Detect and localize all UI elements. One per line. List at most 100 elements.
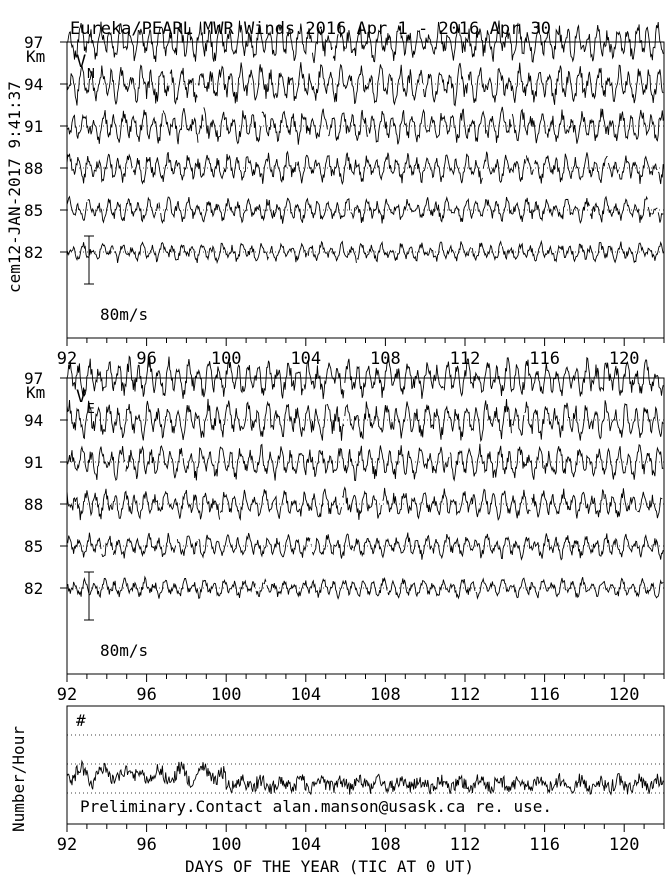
ve-traces — [66, 355, 664, 600]
ve-scale-bar — [84, 571, 94, 621]
vn-panel-label: V — [76, 52, 86, 72]
ve-trace-85km-seg12 — [445, 533, 664, 561]
ve-trace-88km-seg6 — [531, 488, 605, 519]
vn-altitude-label-91: 91 — [24, 117, 43, 136]
vn-tick-label-100: 100 — [211, 349, 242, 369]
ve-trace-91km-seg4 — [449, 443, 545, 482]
vn-trace-94km-seg0 — [66, 64, 170, 106]
ve-km-label: Km — [26, 383, 45, 402]
ve-trace-94km-seg1 — [326, 403, 345, 441]
count-tick-label-100: 100 — [211, 835, 242, 855]
vn-tick-label-116: 116 — [529, 349, 560, 369]
vn-trace-85km-seg14 — [657, 212, 664, 223]
vn-trace-88km-seg0 — [66, 153, 133, 184]
vn-trace-94km-seg2 — [197, 62, 390, 104]
ve-altitude-label-94: 94 — [24, 411, 43, 430]
ve-altitude-label-85: 85 — [24, 537, 43, 556]
count-x-axis: 92 96 100 104 108 112 116 120 — [57, 823, 665, 855]
vn-trace-82km-seg0 — [66, 242, 114, 262]
ve-trace-85km-seg4 — [176, 535, 198, 556]
vn-altitude-label-85: 85 — [24, 201, 43, 220]
vn-trace-85km-seg10 — [589, 195, 646, 223]
ve-trace-85km-seg9 — [353, 532, 416, 559]
count-trace — [66, 759, 664, 796]
ve-trace-82km-seg3 — [263, 578, 267, 585]
vn-trace-88km-seg5 — [525, 155, 535, 175]
vn-trace-91km-seg10 — [546, 108, 664, 144]
ve-trace-82km-seg5 — [387, 578, 476, 600]
ve-trace-88km-seg8 — [637, 491, 663, 519]
vn-trace-85km-seg8 — [433, 195, 478, 223]
vn-trace-85km-seg0 — [66, 195, 88, 221]
ve-altitude-label-82: 82 — [24, 579, 43, 598]
ve-altitude-label-91: 91 — [24, 453, 43, 472]
ve-trace-94km-seg5 — [524, 400, 664, 441]
vn-trace-88km-seg9 — [657, 164, 664, 185]
vn-trace-94km-seg1 — [169, 67, 198, 105]
vn-tick-label-120: 120 — [609, 349, 640, 369]
vn-trace-88km-seg8 — [618, 155, 658, 184]
vn-altitude-label-88: 88 — [24, 159, 43, 178]
ve-trace-85km-seg6 — [198, 532, 311, 559]
ve-trace-85km-seg0 — [66, 532, 102, 558]
vn-trace-85km-seg7 — [355, 197, 434, 224]
ve-trace-94km-seg3 — [486, 398, 512, 440]
ve-trace-97km-seg0 — [66, 358, 108, 397]
ve-altitude-label-88: 88 — [24, 495, 43, 514]
ve-trace-85km-seg11 — [432, 539, 446, 560]
vn-trace-91km-seg7 — [368, 108, 487, 145]
ve-trace-88km-seg1 — [69, 488, 221, 521]
ve-trace-88km-seg7 — [604, 488, 637, 518]
vn-altitude-label-97: 97 — [24, 33, 43, 52]
ve-trace-88km-seg5 — [382, 487, 531, 522]
vn-trace-85km-seg5 — [160, 196, 351, 224]
vn-trace-88km-seg2 — [239, 150, 297, 184]
vn-trace-85km-seg13 — [651, 207, 658, 215]
vn-trace-82km-seg6 — [501, 239, 664, 264]
ve-trace-85km-seg10 — [415, 534, 433, 560]
ve-trace-94km-seg4 — [511, 407, 525, 436]
ve-tick-label-108: 108 — [370, 685, 401, 705]
vn-trace-94km-seg4 — [423, 62, 468, 107]
ve-trace-91km-seg2 — [125, 445, 183, 480]
ve-panel-label: V — [76, 387, 86, 407]
ve-trace-85km-seg1 — [101, 535, 114, 558]
vn-scale-label: 80m/s — [100, 305, 148, 324]
ve-trace-91km-seg5 — [544, 446, 627, 480]
ve-plot-frame — [66, 377, 665, 675]
count-tick-label-108: 108 — [370, 835, 401, 855]
ve-trace-91km-seg6 — [626, 444, 664, 480]
count-tick-label-104: 104 — [290, 835, 321, 855]
vn-x-axis: 92 96 100 104 108 112 116 120 — [57, 337, 665, 369]
count-tick-label-92: 92 — [57, 835, 77, 855]
vn-trace-85km-seg1 — [87, 199, 101, 217]
ve-trace-94km-seg0 — [66, 398, 327, 441]
count-tick-label-96: 96 — [136, 835, 156, 855]
count-line — [66, 759, 664, 796]
ve-altitude-label-97: 97 — [24, 369, 43, 388]
vn-trace-91km-seg6 — [328, 109, 369, 141]
vn-trace-97km-seg5 — [518, 21, 541, 63]
ve-trace-82km-seg7 — [493, 577, 540, 599]
count-panel: Number/Hour # Preliminary.Contact alan.m… — [9, 705, 665, 832]
ve-trace-91km-seg0 — [66, 445, 96, 475]
ve-x-axis: 92 96 100 104 108 112 116 120 — [57, 673, 665, 705]
vn-gridlines — [67, 41, 664, 253]
ve-trace-97km-seg2 — [303, 360, 345, 400]
vn-trace-97km-seg0 — [66, 20, 313, 63]
ve-trace-97km-seg5 — [594, 359, 664, 396]
ve-trace-82km-seg1 — [127, 575, 256, 600]
count-tick-label-120: 120 — [609, 835, 640, 855]
vn-trace-97km-seg6 — [540, 21, 664, 63]
count-tick-label-112: 112 — [450, 835, 481, 855]
ve-altitude-labels: 82 85 88 91 94 97 — [24, 369, 67, 598]
count-panel-label: # — [76, 711, 86, 730]
ve-tick-label-112: 112 — [450, 685, 481, 705]
ve-trace-82km-seg6 — [475, 577, 494, 600]
vn-tick-label-92: 92 — [57, 349, 77, 369]
vn-trace-85km-seg4 — [158, 202, 161, 209]
ve-trace-88km-seg2 — [219, 489, 282, 521]
ve-trace-82km-seg8 — [539, 577, 567, 598]
